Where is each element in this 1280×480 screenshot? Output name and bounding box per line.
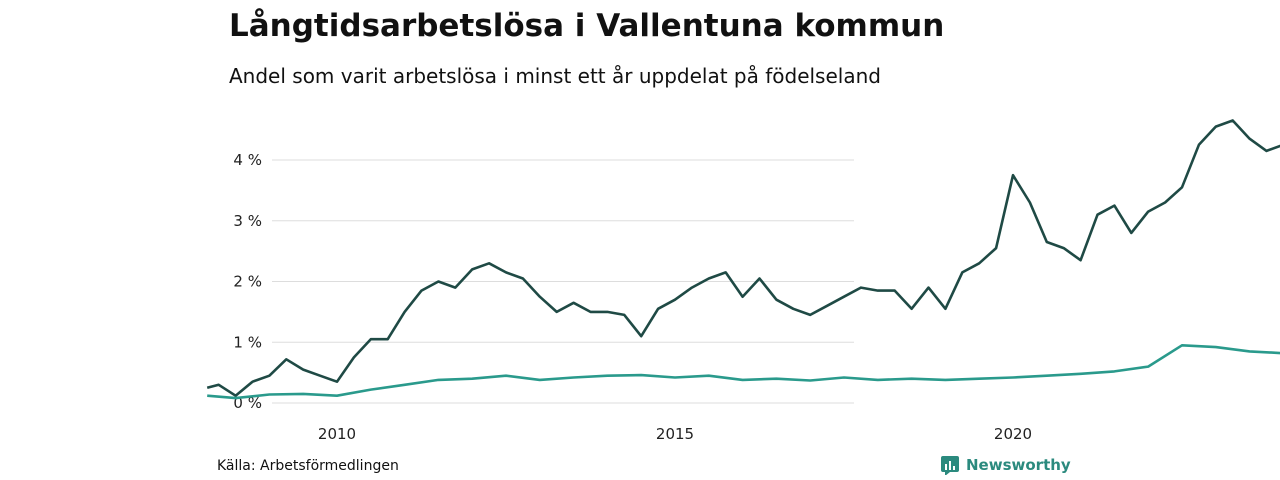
series-line-sverige	[207, 344, 1280, 400]
brand-logo: Newsworthy	[940, 455, 1071, 475]
series-line-utomlands	[206, 119, 1280, 397]
chart-subtitle: Andel som varit arbetslösa i minst ett å…	[229, 64, 881, 88]
x-tick-label: 2020	[994, 425, 1032, 443]
chart-title: Långtidsarbetslösa i Vallentuna kommun	[229, 8, 945, 44]
y-tick-label: 2 %	[233, 273, 262, 291]
source-note: Källa: Arbetsförmedlingen	[217, 458, 399, 474]
y-axis-ticks: 0 %1 %2 %3 %4 %	[233, 151, 262, 412]
y-tick-label: 3 %	[233, 212, 262, 230]
series-lines	[206, 119, 1280, 400]
bar-chart-icon	[941, 456, 959, 475]
x-axis-ticks: 201020152020maj 2025	[318, 425, 1032, 443]
y-tick-label: 1 %	[233, 333, 262, 351]
y-tick-label: 4 %	[233, 151, 262, 169]
brand-name: Newsworthy	[966, 456, 1071, 474]
x-tick-label: 2010	[318, 425, 356, 443]
grid-lines	[272, 159, 854, 404]
x-tick-label: 2015	[656, 425, 694, 443]
